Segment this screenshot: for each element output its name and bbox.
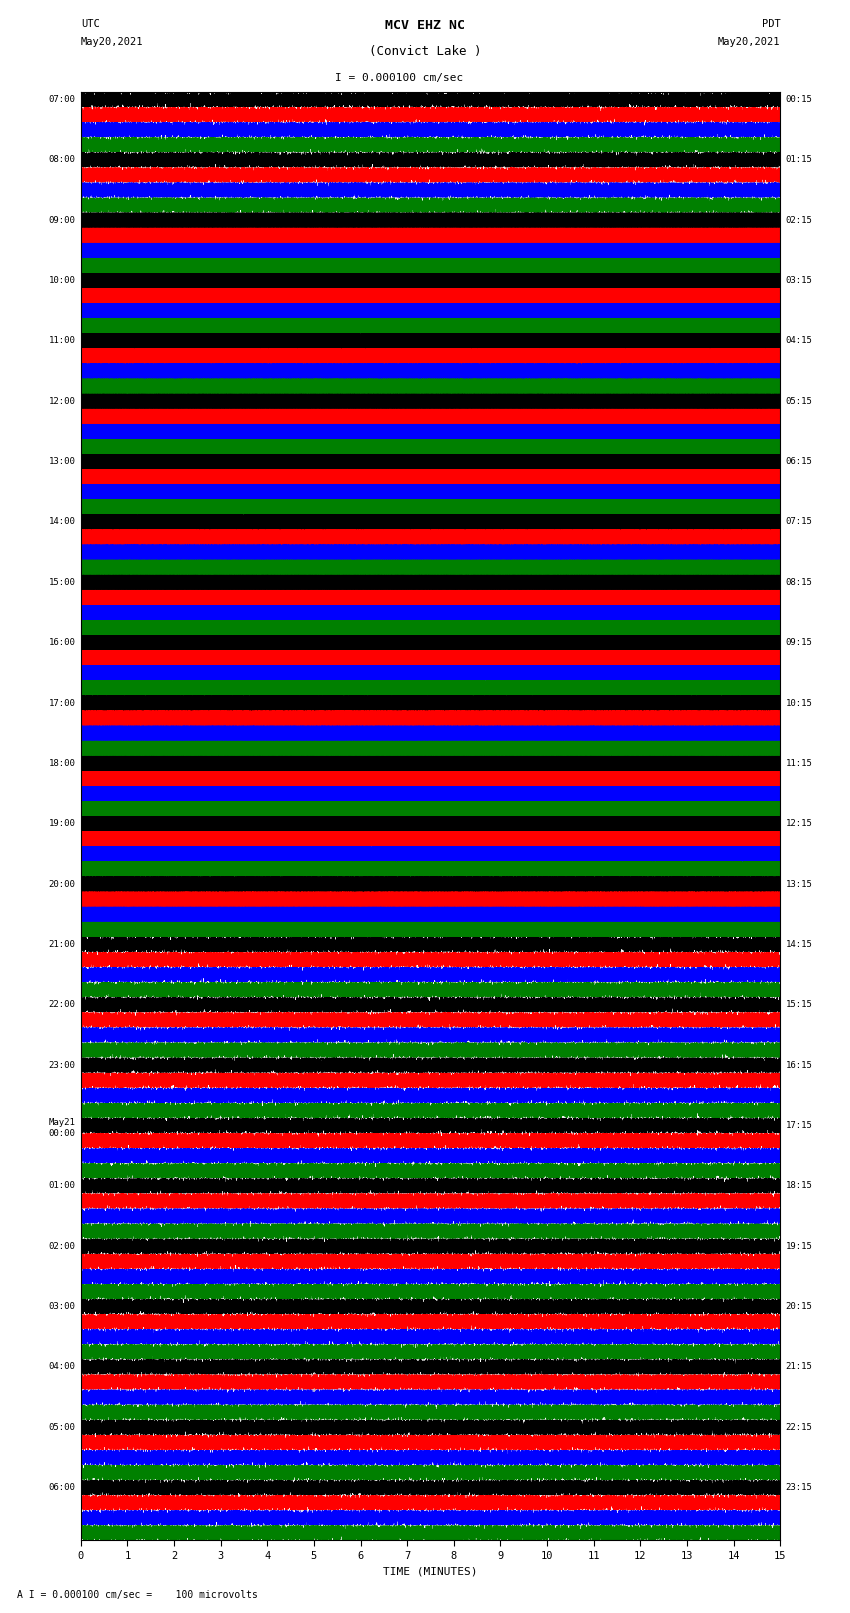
Text: 11:00: 11:00 bbox=[48, 337, 76, 345]
Text: 04:15: 04:15 bbox=[785, 337, 813, 345]
Text: 07:15: 07:15 bbox=[785, 518, 813, 526]
Text: 16:15: 16:15 bbox=[785, 1061, 813, 1069]
Text: 07:00: 07:00 bbox=[48, 95, 76, 103]
Text: 22:15: 22:15 bbox=[785, 1423, 813, 1432]
Text: May21: May21 bbox=[48, 1118, 76, 1127]
Text: 09:15: 09:15 bbox=[785, 639, 813, 647]
Text: 18:00: 18:00 bbox=[48, 758, 76, 768]
Text: I = 0.000100 cm/sec: I = 0.000100 cm/sec bbox=[336, 73, 463, 82]
Text: 12:00: 12:00 bbox=[48, 397, 76, 406]
Text: 00:15: 00:15 bbox=[785, 95, 813, 103]
Text: May20,2021: May20,2021 bbox=[81, 37, 144, 47]
Text: 21:00: 21:00 bbox=[48, 940, 76, 948]
Text: 23:15: 23:15 bbox=[785, 1482, 813, 1492]
Text: 05:15: 05:15 bbox=[785, 397, 813, 406]
Text: 23:00: 23:00 bbox=[48, 1061, 76, 1069]
X-axis label: TIME (MINUTES): TIME (MINUTES) bbox=[383, 1566, 478, 1576]
Text: 10:00: 10:00 bbox=[48, 276, 76, 286]
Text: 18:15: 18:15 bbox=[785, 1181, 813, 1190]
Text: 16:00: 16:00 bbox=[48, 639, 76, 647]
Text: 08:00: 08:00 bbox=[48, 155, 76, 165]
Text: 01:15: 01:15 bbox=[785, 155, 813, 165]
Text: 03:15: 03:15 bbox=[785, 276, 813, 286]
Text: 12:15: 12:15 bbox=[785, 819, 813, 827]
Text: 06:15: 06:15 bbox=[785, 456, 813, 466]
Text: 17:00: 17:00 bbox=[48, 698, 76, 708]
Text: 19:00: 19:00 bbox=[48, 819, 76, 827]
Text: UTC: UTC bbox=[81, 19, 99, 29]
Text: 10:15: 10:15 bbox=[785, 698, 813, 708]
Text: 15:00: 15:00 bbox=[48, 577, 76, 587]
Text: PDT: PDT bbox=[762, 19, 780, 29]
Text: 17:15: 17:15 bbox=[785, 1121, 813, 1131]
Text: 13:15: 13:15 bbox=[785, 879, 813, 889]
Text: 22:00: 22:00 bbox=[48, 1000, 76, 1010]
Text: 00:00: 00:00 bbox=[48, 1129, 76, 1139]
Text: 15:15: 15:15 bbox=[785, 1000, 813, 1010]
Text: May20,2021: May20,2021 bbox=[717, 37, 780, 47]
Text: 20:15: 20:15 bbox=[785, 1302, 813, 1311]
Text: 02:00: 02:00 bbox=[48, 1242, 76, 1250]
Text: 02:15: 02:15 bbox=[785, 216, 813, 224]
Text: 11:15: 11:15 bbox=[785, 758, 813, 768]
Text: 04:00: 04:00 bbox=[48, 1363, 76, 1371]
Text: 13:00: 13:00 bbox=[48, 456, 76, 466]
Text: 08:15: 08:15 bbox=[785, 577, 813, 587]
Text: 14:15: 14:15 bbox=[785, 940, 813, 948]
Text: 05:00: 05:00 bbox=[48, 1423, 76, 1432]
Text: A I = 0.000100 cm/sec =    100 microvolts: A I = 0.000100 cm/sec = 100 microvolts bbox=[17, 1590, 258, 1600]
Text: 20:00: 20:00 bbox=[48, 879, 76, 889]
Text: MCV EHZ NC: MCV EHZ NC bbox=[385, 19, 465, 32]
Text: 06:00: 06:00 bbox=[48, 1482, 76, 1492]
Text: 19:15: 19:15 bbox=[785, 1242, 813, 1250]
Text: 09:00: 09:00 bbox=[48, 216, 76, 224]
Text: 03:00: 03:00 bbox=[48, 1302, 76, 1311]
Text: (Convict Lake ): (Convict Lake ) bbox=[369, 45, 481, 58]
Text: 01:00: 01:00 bbox=[48, 1181, 76, 1190]
Text: 14:00: 14:00 bbox=[48, 518, 76, 526]
Text: 21:15: 21:15 bbox=[785, 1363, 813, 1371]
